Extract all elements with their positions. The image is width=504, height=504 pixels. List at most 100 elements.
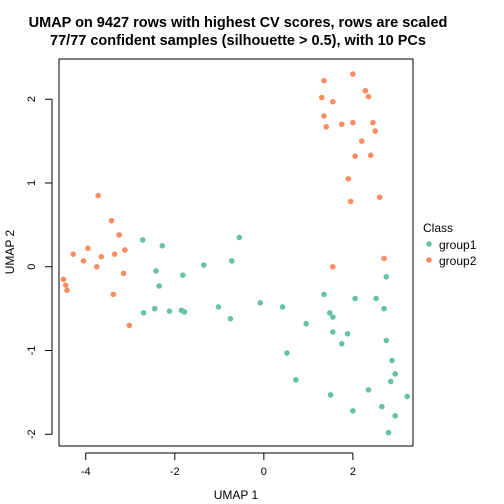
- data-point-group1: [392, 371, 398, 377]
- x-tick-label: 2: [350, 466, 356, 478]
- data-point-group2: [70, 251, 77, 257]
- data-point-group1: [352, 295, 358, 302]
- data-point-group2: [126, 322, 133, 329]
- data-point-group2: [323, 124, 329, 130]
- x-tick-label: -4: [81, 466, 91, 478]
- data-point-group2: [321, 113, 327, 119]
- data-point-group1: [284, 350, 290, 356]
- y-axis: -2 -1 0 1 2: [26, 96, 53, 439]
- data-point-group1: [330, 329, 336, 335]
- data-point-group2: [345, 175, 352, 182]
- data-point-group1: [156, 283, 162, 289]
- data-point-group2: [122, 247, 128, 253]
- data-point-group1: [383, 337, 390, 344]
- legend-title: Class: [423, 221, 453, 235]
- data-point-group1: [389, 357, 395, 364]
- data-point-group1: [227, 315, 234, 322]
- chart-title-line-1: UMAP on 9427 rows with highest CV scores…: [29, 15, 448, 31]
- data-point-group1: [153, 268, 159, 274]
- data-point-group1: [139, 237, 146, 243]
- data-point-group2: [362, 88, 369, 94]
- data-point-group2: [62, 282, 69, 288]
- x-tick-label: -2: [170, 466, 180, 478]
- data-point-group2: [80, 258, 87, 264]
- data-point-group2: [64, 287, 70, 293]
- data-point-group2: [370, 119, 376, 126]
- data-point-group2: [110, 291, 117, 298]
- data-point-group1: [327, 392, 334, 398]
- y-axis-label: UMAP 2: [3, 229, 17, 274]
- data-point-group1: [228, 258, 235, 264]
- data-point-group1: [279, 304, 286, 310]
- data-point-group2: [111, 251, 118, 257]
- data-point-group1: [179, 272, 186, 278]
- x-tick-label: 0: [261, 466, 267, 478]
- data-point-group1: [215, 304, 222, 310]
- data-point-group1: [303, 320, 309, 327]
- data-point-group1: [181, 309, 188, 315]
- data-point-group1: [338, 341, 345, 347]
- data-point-group1: [151, 305, 158, 312]
- data-point-group1: [257, 299, 264, 306]
- data-point-group2: [98, 253, 105, 260]
- data-point-group2: [350, 119, 356, 126]
- chart-title-line-2: 77/77 confident samples (silhouette > 0.…: [50, 33, 426, 49]
- x-axis-label: UMAP 1: [214, 488, 259, 502]
- data-point-group2: [321, 77, 327, 84]
- data-point-group1: [387, 378, 394, 385]
- plot-area-border: [58, 58, 414, 447]
- data-point-group2: [85, 245, 91, 252]
- data-point-group2: [318, 94, 325, 101]
- data-point-group2: [376, 194, 383, 201]
- data-point-group1: [383, 273, 390, 280]
- data-point-group2: [120, 270, 127, 277]
- data-point-group1: [385, 429, 392, 436]
- data-point-group2: [352, 153, 358, 159]
- data-point-group2: [94, 263, 100, 270]
- data-point-group1: [140, 310, 147, 316]
- y-tick-label: -1: [26, 346, 38, 356]
- data-point-group1: [326, 310, 333, 316]
- data-point-group1: [200, 262, 207, 268]
- data-point-group1: [236, 234, 243, 241]
- data-point-group1: [373, 295, 379, 302]
- data-point-group2: [116, 232, 122, 238]
- legend-marker-group1: [426, 241, 432, 247]
- data-point-group1: [293, 377, 299, 383]
- data-point-group2: [372, 128, 378, 134]
- data-point-group2: [347, 198, 354, 205]
- x-axis: -4 -2 0 2: [81, 452, 356, 478]
- legend-marker-group2: [426, 257, 432, 263]
- data-point-group1: [379, 403, 385, 410]
- data-point-group2: [108, 217, 115, 224]
- data-point-group1: [344, 330, 351, 337]
- legend: Class group1 group2: [423, 221, 477, 268]
- data-point-group1: [166, 308, 173, 314]
- data-point-group2: [381, 255, 387, 262]
- data-point-group2: [95, 192, 101, 199]
- data-points-layer: [60, 71, 411, 436]
- data-point-group1: [350, 408, 356, 414]
- data-point-group1: [159, 242, 166, 249]
- data-point-group2: [367, 152, 374, 159]
- data-point-group2: [330, 263, 336, 270]
- data-point-group1: [321, 291, 327, 298]
- legend-entry-group1: group1: [439, 238, 477, 252]
- y-tick-label: 2: [26, 96, 38, 102]
- data-point-group1: [365, 387, 372, 393]
- data-point-group2: [365, 93, 372, 100]
- data-point-group1: [330, 314, 336, 320]
- data-point-group2: [60, 276, 67, 283]
- data-point-group2: [350, 71, 356, 77]
- data-point-group2: [358, 138, 365, 144]
- data-point-group1: [381, 305, 387, 312]
- data-point-group1: [404, 393, 411, 400]
- data-point-group2: [330, 98, 336, 105]
- y-tick-label: 1: [26, 180, 38, 186]
- data-point-group1: [392, 413, 398, 419]
- data-point-group2: [338, 121, 345, 128]
- y-tick-label: 0: [26, 264, 38, 270]
- legend-entry-group2: group2: [439, 254, 477, 268]
- y-tick-label: -2: [26, 429, 38, 439]
